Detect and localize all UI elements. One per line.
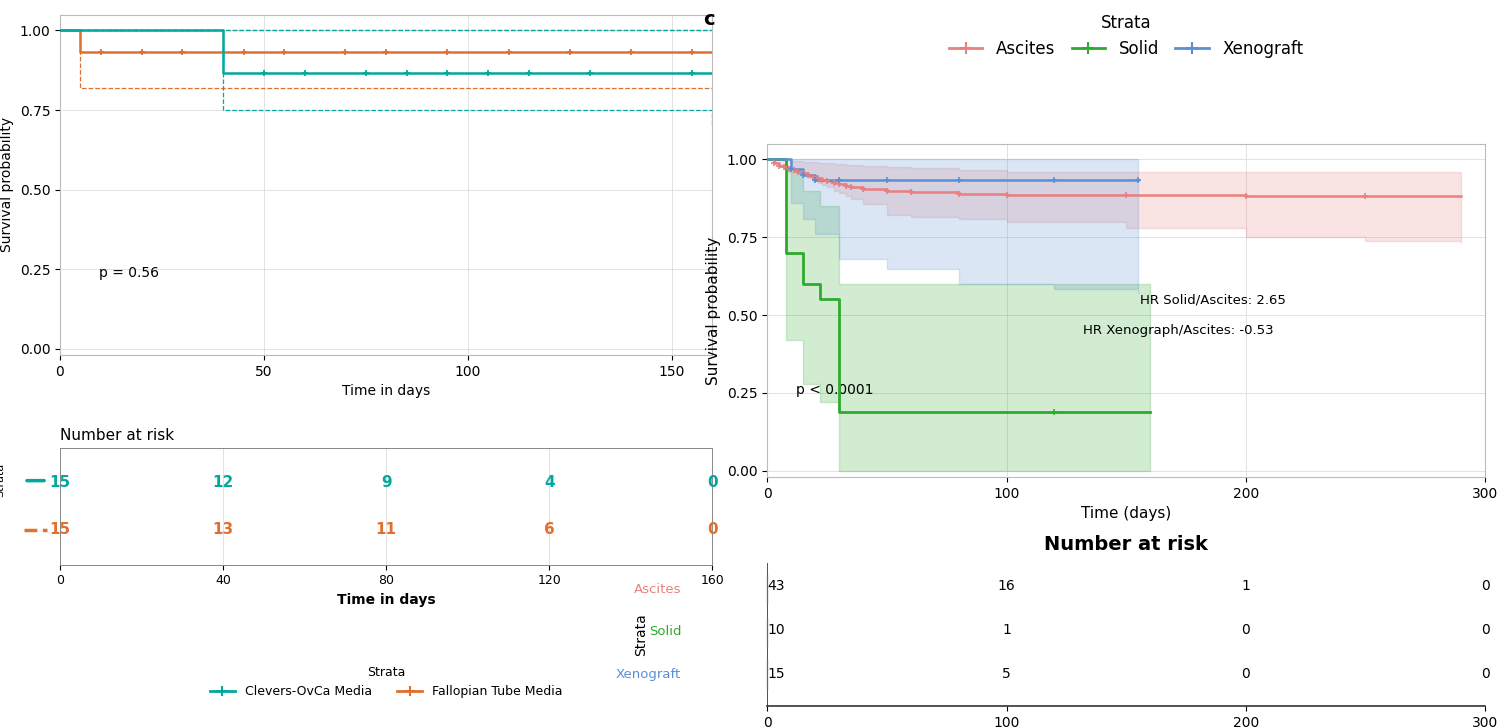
Text: c: c xyxy=(702,10,714,29)
Text: 16: 16 xyxy=(998,579,1016,593)
Title: Number at risk: Number at risk xyxy=(1044,534,1208,553)
Text: 15: 15 xyxy=(50,475,70,491)
Text: 12: 12 xyxy=(213,475,234,491)
Text: 0: 0 xyxy=(706,522,718,537)
Text: Solid: Solid xyxy=(648,625,681,638)
Text: 1: 1 xyxy=(1242,579,1250,593)
Text: 0: 0 xyxy=(1242,668,1250,681)
Text: p = 0.56: p = 0.56 xyxy=(99,266,159,280)
Text: Number at risk: Number at risk xyxy=(60,427,174,443)
Text: HR Solid/Ascites: 2.65: HR Solid/Ascites: 2.65 xyxy=(1140,293,1287,306)
Text: HR Xenograph/Ascites: -0.53: HR Xenograph/Ascites: -0.53 xyxy=(1083,324,1274,337)
X-axis label: Time in days: Time in days xyxy=(342,384,430,398)
Text: 43: 43 xyxy=(768,579,784,593)
Text: Xenograft: Xenograft xyxy=(616,668,681,681)
Text: 15: 15 xyxy=(50,522,70,537)
Text: 15: 15 xyxy=(768,668,784,681)
Text: Strata: Strata xyxy=(0,462,4,496)
Text: 13: 13 xyxy=(213,522,234,537)
Text: 9: 9 xyxy=(381,475,392,491)
Text: 4: 4 xyxy=(544,475,555,491)
Text: 5: 5 xyxy=(1002,668,1011,681)
Legend: Clevers-OvCa Media, Fallopian Tube Media: Clevers-OvCa Media, Fallopian Tube Media xyxy=(206,661,567,703)
Text: 0: 0 xyxy=(1480,668,1490,681)
Text: 0: 0 xyxy=(706,475,718,491)
Y-axis label: Survival probability: Survival probability xyxy=(0,117,13,253)
Text: 0: 0 xyxy=(1242,623,1250,637)
Text: 0: 0 xyxy=(1480,623,1490,637)
Y-axis label: Survival probability: Survival probability xyxy=(706,237,722,384)
Text: 11: 11 xyxy=(375,522,396,537)
Text: 1: 1 xyxy=(1002,623,1011,637)
Text: 0: 0 xyxy=(1480,579,1490,593)
Text: 10: 10 xyxy=(768,623,784,637)
Legend: Ascites, Solid, Xenograft: Ascites, Solid, Xenograft xyxy=(942,7,1310,65)
X-axis label: Time in days: Time in days xyxy=(338,593,435,607)
X-axis label: Time (days): Time (days) xyxy=(1082,506,1172,521)
Text: Ascites: Ascites xyxy=(633,582,681,596)
Text: Strata: Strata xyxy=(634,614,648,656)
Text: 6: 6 xyxy=(544,522,555,537)
Text: p < 0.0001: p < 0.0001 xyxy=(796,383,873,397)
